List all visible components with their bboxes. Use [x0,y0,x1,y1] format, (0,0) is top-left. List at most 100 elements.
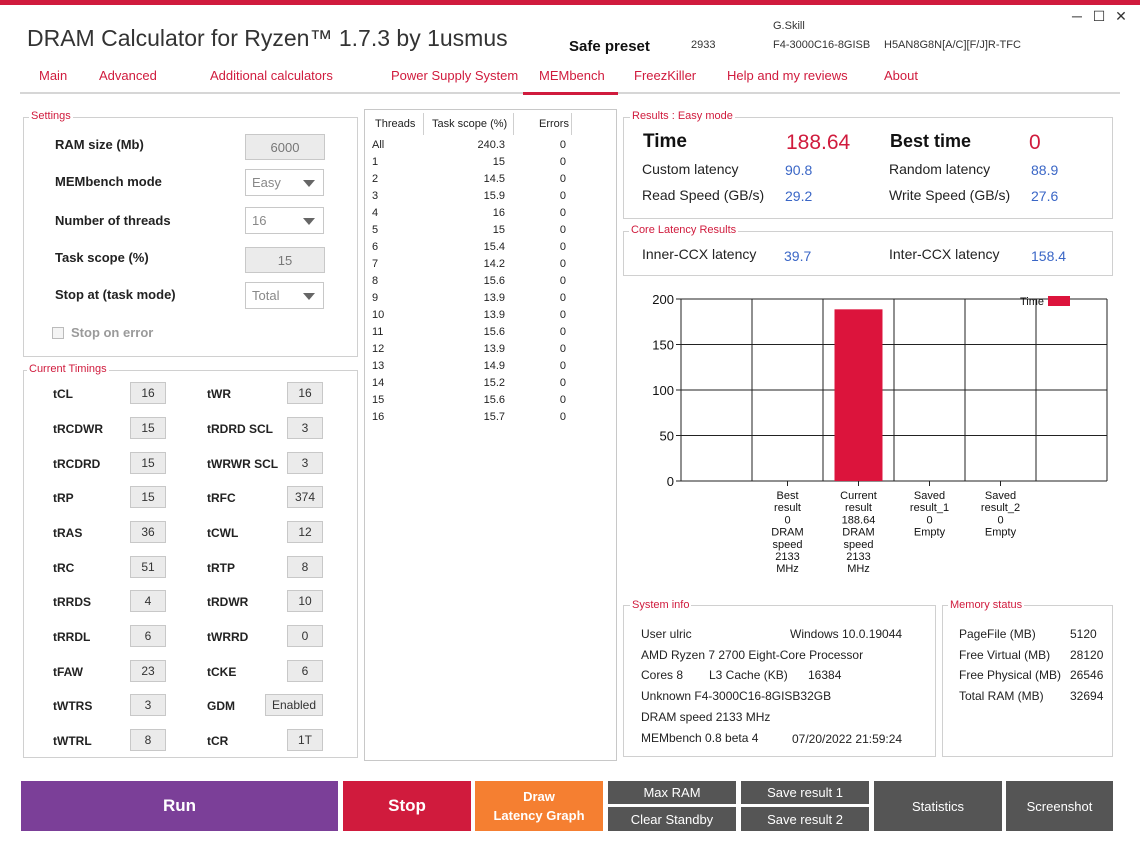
task-scope-label: Task scope (%) [55,250,149,265]
memory-status-value: 32694 [1070,688,1104,703]
timing-label: tRRDS [53,595,91,609]
thread-id: 5 [372,224,379,236]
stop-on-error-checkbox[interactable] [52,327,64,339]
task-scope-column-header: Task scope (%) [432,118,508,130]
thread-task-scope: 13.9 [483,309,505,321]
time-bar-chart: 050100150200Bestresult0DRAMspeed2133MHzC… [652,292,1108,575]
stop-at-label: Stop at (task mode) [55,287,176,302]
timing-label: tCWL [207,526,239,540]
timing-value: 6 [287,660,323,682]
y-tick-label: 100 [652,383,674,398]
memory-status-value: 28120 [1070,647,1104,662]
thread-errors: 0 [559,275,566,287]
system-dram-speed: DRAM speed 2133 MHz [641,710,771,724]
x-tick-label: Saved [914,490,945,502]
minimize-icon[interactable]: ─ [1072,8,1082,24]
draw-latency-graph-button[interactable]: Draw Latency Graph [475,781,603,831]
max-ram-button[interactable]: Max RAM [608,781,736,804]
tab-help-and-reviews[interactable]: Help and my reviews [727,68,848,83]
task-scope-field[interactable]: 15 [245,247,325,273]
tab-additional-calculators[interactable]: Additional calculators [210,68,333,83]
system-info-group [623,605,936,757]
thread-task-scope: 15.2 [483,377,505,389]
tab-about[interactable]: About [884,68,918,83]
custom-latency-value: 90.8 [785,162,813,178]
membench-mode-dropdown[interactable]: Easy [245,169,324,196]
memory-status-value: 26546 [1070,668,1104,682]
maximize-icon[interactable]: ☐ [1092,8,1106,24]
y-tick-label: 200 [652,292,674,307]
clear-standby-button[interactable]: Clear Standby [608,807,736,831]
x-tick-label: result_1 [910,502,949,514]
threads-dropdown[interactable]: 16 [245,207,324,234]
thread-errors: 0 [559,292,566,304]
thread-id: 12 [372,343,385,355]
x-tick-label: MHz [776,563,799,575]
timing-label: tRAS [53,526,83,540]
thread-id: 6 [372,241,379,253]
module-part-number: F4-3000C16-8GISB [773,39,871,51]
custom-latency-label: Custom latency [642,161,739,177]
timing-label: tFAW [53,665,83,679]
memory-status-label: Free Physical (MB) [959,668,1062,682]
ram-size-label: RAM size (Mb) [55,137,144,152]
tab-main[interactable]: Main [39,68,68,83]
statistics-button[interactable]: Statistics [874,781,1002,831]
stop-button[interactable]: Stop [343,781,471,831]
tab-power-supply-system[interactable]: Power Supply System [391,68,519,83]
timing-label: tCR [207,734,229,748]
module-brand: G.Skill [773,20,805,32]
x-tick-label: 0 [784,514,790,526]
stop-at-value: Total [252,288,280,303]
thread-task-scope: 240.3 [477,139,505,151]
timing-value: 16 [130,382,166,404]
system-timestamp: 07/20/2022 21:59:24 [792,732,903,746]
timing-value: 15 [130,486,166,508]
run-button[interactable]: Run [21,781,338,831]
save-result-1-button[interactable]: Save result 1 [741,781,869,804]
ram-size-field[interactable]: 6000 [245,134,325,160]
timing-label: tCL [53,387,73,401]
membench-mode-label: MEMbench mode [55,174,162,189]
thread-id: 4 [372,207,379,219]
module-ic: H5AN8G8N[A/C][F/J]R-TFC [884,39,1021,51]
system-cores: Cores 8 [641,668,684,682]
memory-status-label: Total RAM (MB) [959,688,1044,703]
thread-task-scope: 15.7 [483,411,505,423]
screenshot-button[interactable]: Screenshot [1006,781,1113,831]
timing-value: 15 [130,452,166,474]
timing-value: 23 [130,660,166,682]
core-latency-title: Core Latency Results [629,224,739,236]
timing-label: tRCDWR [53,422,103,436]
system-l3-value: 16384 [808,668,842,682]
tab-freezkiller[interactable]: FreezKiller [634,68,697,83]
column-divider [571,113,572,135]
x-tick-label: 0 [926,514,932,526]
thread-id: 3 [372,190,379,202]
timing-label: tCKE [207,665,237,679]
timing-value: 12 [287,521,323,543]
legend-swatch [1048,296,1070,306]
thread-task-scope: 15 [492,224,505,236]
tab-membench[interactable]: MEMbench [539,68,605,83]
stop-at-dropdown[interactable]: Total [245,282,324,309]
save-result-2-button[interactable]: Save result 2 [741,807,869,831]
x-tick-label: Current [840,490,877,502]
core-latency-group [623,231,1113,276]
y-tick-label: 50 [660,429,674,444]
inter-ccx-latency-value: 158.4 [1031,248,1067,264]
thread-id: 2 [372,173,379,185]
timing-value: Enabled [265,694,323,716]
stop-on-error-label: Stop on error [71,325,154,340]
timing-value: 374 [287,486,323,508]
x-tick-label: Empty [985,527,1017,539]
x-tick-label: MHz [847,563,870,575]
x-tick-label: result [845,502,872,514]
close-icon[interactable]: ✕ [1115,8,1127,24]
thread-errors: 0 [559,326,566,338]
thread-task-scope: 16 [492,207,505,219]
timing-label: tWRWR SCL [207,457,279,471]
tab-advanced[interactable]: Advanced [99,68,157,83]
inner-ccx-latency-label: Inner-CCX latency [642,246,757,262]
timing-value: 1T [287,729,323,751]
